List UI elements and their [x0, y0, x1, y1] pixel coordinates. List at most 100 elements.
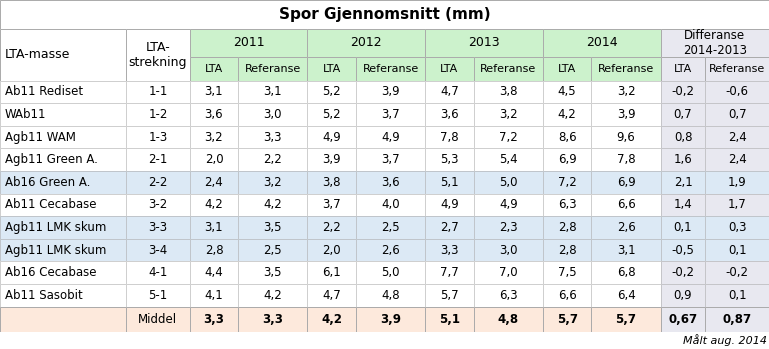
Text: 5,4: 5,4 — [499, 153, 518, 166]
Bar — [705, 239, 769, 261]
Bar — [126, 306, 190, 332]
Text: Differanse
2014-2013: Differanse 2014-2013 — [683, 29, 747, 57]
Bar — [425, 81, 474, 103]
Bar — [308, 171, 356, 194]
Bar — [591, 126, 661, 148]
Text: -0,2: -0,2 — [671, 86, 694, 98]
Bar — [308, 239, 356, 261]
Bar — [190, 239, 238, 261]
Bar — [190, 126, 238, 148]
Bar — [0, 216, 126, 239]
Bar — [190, 29, 308, 57]
Bar — [0, 0, 769, 29]
Bar — [238, 81, 308, 103]
Bar — [543, 216, 591, 239]
Bar — [705, 216, 769, 239]
Bar — [705, 216, 769, 239]
Text: 2,6: 2,6 — [617, 221, 635, 234]
Text: 2,8: 2,8 — [558, 244, 577, 257]
Text: Ab11 Cecabase: Ab11 Cecabase — [5, 199, 96, 211]
Bar — [705, 126, 769, 148]
Text: 4,2: 4,2 — [264, 289, 282, 302]
Text: 3,3: 3,3 — [264, 131, 282, 144]
Text: Målt aug. 2014: Målt aug. 2014 — [684, 334, 767, 346]
Bar — [425, 103, 474, 126]
Text: 2,4: 2,4 — [205, 176, 223, 189]
Bar — [190, 103, 238, 126]
Bar — [661, 57, 705, 81]
Bar — [591, 216, 661, 239]
Text: LTA: LTA — [558, 64, 576, 74]
Bar — [308, 261, 356, 284]
Text: Agb11 Green A.: Agb11 Green A. — [5, 153, 98, 166]
Text: 0,3: 0,3 — [728, 221, 747, 234]
Bar — [543, 126, 591, 148]
Bar — [591, 81, 661, 103]
Text: Ab16 Cecabase: Ab16 Cecabase — [5, 266, 96, 279]
Bar — [238, 171, 308, 194]
Bar — [190, 81, 238, 103]
Text: 5,7: 5,7 — [440, 289, 459, 302]
Text: 2,2: 2,2 — [322, 221, 341, 234]
Text: 3,1: 3,1 — [205, 221, 223, 234]
Text: 3-4: 3-4 — [148, 244, 168, 257]
Bar — [190, 57, 238, 81]
Bar — [425, 126, 474, 148]
Text: 1,9: 1,9 — [727, 176, 747, 189]
Text: 2014: 2014 — [586, 36, 618, 49]
Bar — [474, 103, 543, 126]
Text: 4,4: 4,4 — [205, 266, 223, 279]
Bar — [190, 216, 238, 239]
Bar — [126, 171, 190, 194]
Text: 0,67: 0,67 — [668, 313, 697, 326]
Bar — [474, 148, 543, 171]
Bar — [126, 148, 190, 171]
Bar — [543, 261, 591, 284]
Text: 3,2: 3,2 — [264, 176, 282, 189]
Text: WAb11: WAb11 — [5, 108, 46, 121]
Bar — [356, 306, 425, 332]
Bar — [705, 148, 769, 171]
Text: 3-2: 3-2 — [148, 199, 168, 211]
Bar — [425, 81, 474, 103]
Text: 7,8: 7,8 — [617, 153, 635, 166]
Text: 2-1: 2-1 — [148, 153, 168, 166]
Bar — [238, 171, 308, 194]
Text: 6,4: 6,4 — [617, 289, 635, 302]
Text: Middel: Middel — [138, 313, 178, 326]
Text: 7,5: 7,5 — [558, 266, 577, 279]
Bar — [425, 57, 474, 81]
Bar — [126, 284, 190, 306]
Bar — [238, 216, 308, 239]
Bar — [425, 239, 474, 261]
Text: 2,1: 2,1 — [674, 176, 692, 189]
Bar — [356, 148, 425, 171]
Bar — [238, 103, 308, 126]
Bar — [0, 126, 126, 148]
Bar — [0, 306, 126, 332]
Text: 1,4: 1,4 — [674, 199, 692, 211]
Bar — [238, 261, 308, 284]
Bar — [543, 148, 591, 171]
Bar — [661, 239, 705, 261]
Text: 3,1: 3,1 — [264, 86, 282, 98]
Bar — [591, 261, 661, 284]
Bar — [705, 194, 769, 216]
Bar — [308, 284, 356, 306]
Text: LTA-masse: LTA-masse — [5, 48, 70, 61]
Bar — [0, 332, 769, 349]
Text: 3,7: 3,7 — [381, 108, 400, 121]
Bar — [425, 148, 474, 171]
Bar — [356, 216, 425, 239]
Bar — [356, 194, 425, 216]
Text: LTA-
strekning: LTA- strekning — [128, 40, 187, 68]
Bar — [308, 216, 356, 239]
Bar — [356, 239, 425, 261]
Bar — [126, 239, 190, 261]
Bar — [543, 81, 591, 103]
Bar — [543, 171, 591, 194]
Bar — [308, 29, 425, 57]
Bar — [705, 171, 769, 194]
Bar — [661, 194, 705, 216]
Bar — [661, 306, 705, 332]
